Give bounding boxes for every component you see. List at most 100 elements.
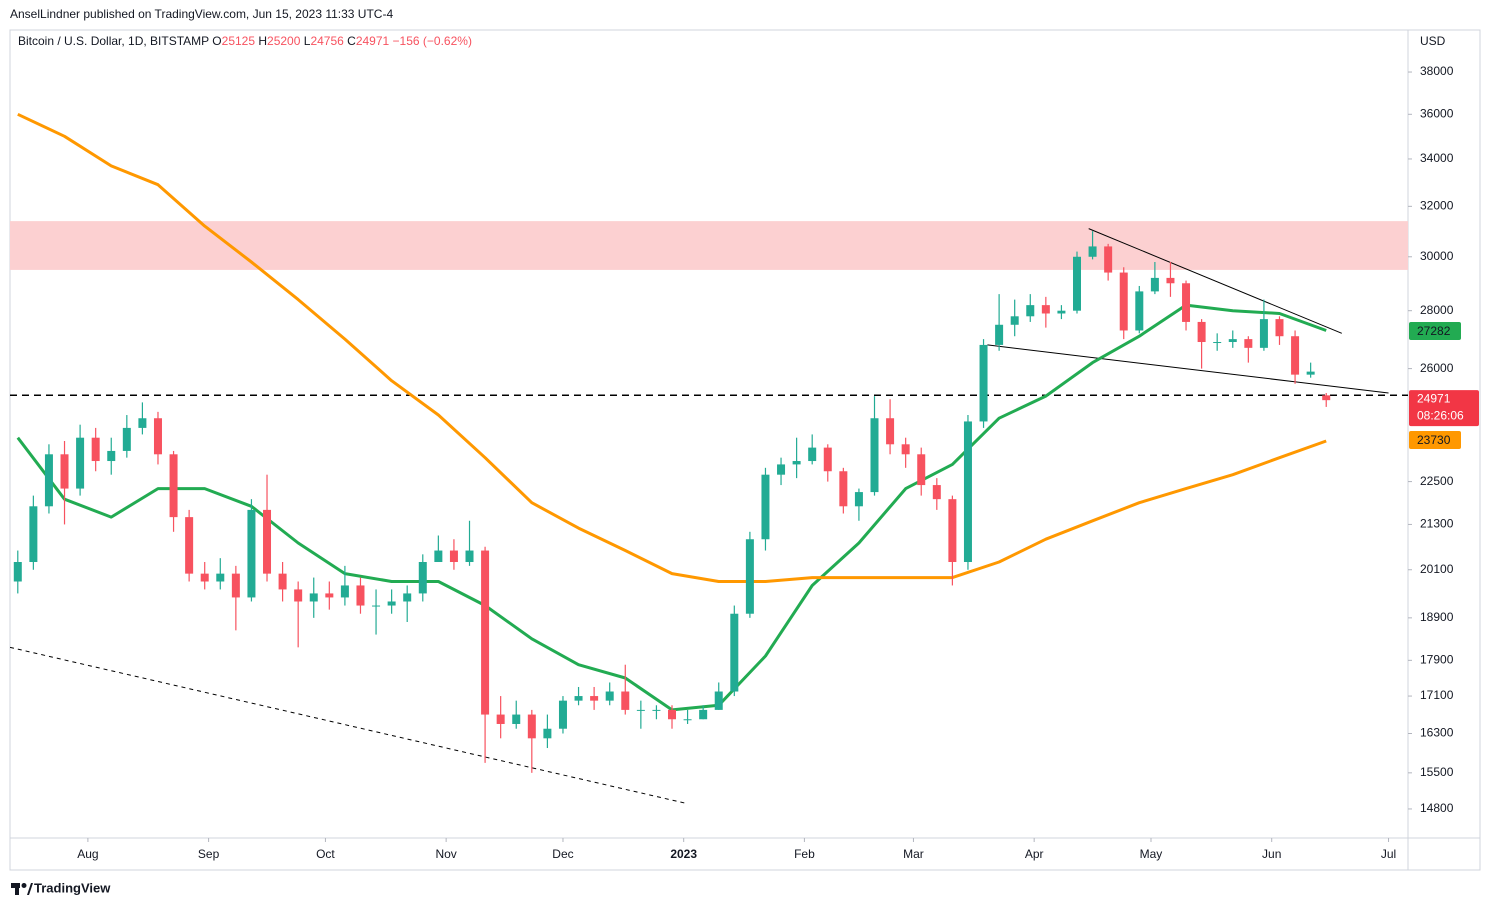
candle-body xyxy=(979,344,988,422)
frame xyxy=(9,29,1481,871)
candle-body xyxy=(870,418,879,493)
candle-body xyxy=(652,709,661,711)
y-tick-label: 16300 xyxy=(1420,726,1454,740)
candle-body xyxy=(356,585,365,606)
candle-body xyxy=(481,550,490,715)
brand: TradingView xyxy=(34,880,111,895)
candle-body xyxy=(1291,336,1300,375)
ohlc-value: 24756 xyxy=(310,34,344,48)
x-tick-label: Dec xyxy=(552,847,573,861)
candle-body xyxy=(325,593,334,598)
y-tick-label: 22500 xyxy=(1420,474,1454,488)
candle-body xyxy=(590,696,599,701)
x-tick-label: May xyxy=(1140,847,1163,861)
candle-body xyxy=(1088,246,1097,257)
candle-body xyxy=(1026,305,1035,317)
candle-body xyxy=(216,573,225,582)
candle-body xyxy=(1119,272,1128,331)
y-tick-label: 15500 xyxy=(1420,765,1454,779)
candle-body xyxy=(714,691,723,710)
candle-body xyxy=(44,454,53,507)
candle-body xyxy=(122,427,131,451)
countdown: 08:26:06 xyxy=(1417,408,1464,422)
price-label: 27282 xyxy=(1417,324,1451,338)
candle-body xyxy=(683,719,692,721)
candle-body xyxy=(1244,339,1253,348)
candle-body xyxy=(745,539,754,614)
x-tick-label: Mar xyxy=(903,847,924,861)
candle-body xyxy=(263,509,272,574)
y-tick-label: 26000 xyxy=(1420,361,1454,375)
candle-body xyxy=(995,324,1004,345)
y-tick-label: 17100 xyxy=(1420,688,1454,702)
x-tick-label: Oct xyxy=(316,847,335,861)
price-label: 23730 xyxy=(1417,433,1451,447)
candle-body xyxy=(1057,310,1066,314)
candle-body xyxy=(403,593,412,602)
candle-body xyxy=(449,550,458,563)
candle-body xyxy=(278,573,287,590)
candle-body xyxy=(574,696,583,701)
candle-body xyxy=(1213,342,1222,344)
candle-body xyxy=(1275,319,1284,337)
ohlc-value: 25125 xyxy=(222,34,256,48)
price-label-box xyxy=(1409,321,1461,340)
ohlc-key: C xyxy=(347,34,356,48)
candle-body xyxy=(153,418,162,455)
candle-body xyxy=(668,709,677,720)
currency: USD xyxy=(1420,34,1446,48)
candle-body xyxy=(543,728,552,739)
ohlc-value: 24971 xyxy=(356,34,390,48)
candle-body xyxy=(621,691,630,710)
y-tick-label: 34000 xyxy=(1420,151,1454,165)
moving-average xyxy=(17,112,1327,583)
candle-body xyxy=(1135,291,1144,331)
candle-body xyxy=(418,562,427,594)
plot-area xyxy=(10,112,1408,805)
candle-body xyxy=(76,437,85,489)
candle-body xyxy=(465,550,474,563)
candle-body xyxy=(932,485,941,500)
candle-body xyxy=(1228,339,1237,343)
trend-line xyxy=(1088,228,1342,334)
y-tick-label: 20100 xyxy=(1420,562,1454,576)
y-tick-label: 32000 xyxy=(1420,199,1454,213)
candle-body xyxy=(558,700,567,729)
y-tick-label: 21300 xyxy=(1420,517,1454,531)
candle-body xyxy=(1041,305,1050,314)
y-tick-label: 17900 xyxy=(1420,653,1454,667)
candle-body xyxy=(948,499,957,563)
candle-body xyxy=(1010,316,1019,325)
candle-body xyxy=(963,421,972,563)
candle-body xyxy=(730,613,739,692)
candle-body xyxy=(901,444,910,455)
candle-body xyxy=(1197,321,1206,343)
candle-body xyxy=(60,454,69,489)
last-price: 24971 xyxy=(1417,391,1451,405)
candle-body xyxy=(1306,371,1315,375)
candle-body xyxy=(699,709,708,720)
brand-logo xyxy=(11,883,33,895)
ohlc-key: O xyxy=(212,34,221,48)
x-tick-label: Feb xyxy=(794,847,815,861)
candle-body xyxy=(372,605,381,607)
candle-body xyxy=(839,471,848,507)
candle-body xyxy=(1182,283,1191,322)
candle-body xyxy=(496,714,505,724)
candle-body xyxy=(29,506,38,563)
candle-body xyxy=(247,509,256,598)
candle-body xyxy=(107,450,116,462)
y-tick-label: 30000 xyxy=(1420,249,1454,263)
trend-line xyxy=(987,344,1389,394)
candle-body xyxy=(13,562,22,582)
candle-body xyxy=(231,573,240,598)
x-tick-label: Nov xyxy=(435,847,456,861)
candle-body xyxy=(294,589,303,602)
y-tick-label: 14800 xyxy=(1420,801,1454,815)
candle-body xyxy=(527,714,536,739)
ohlc-key: L xyxy=(304,34,311,48)
candle-body xyxy=(1322,395,1331,401)
candle-body xyxy=(434,550,443,563)
